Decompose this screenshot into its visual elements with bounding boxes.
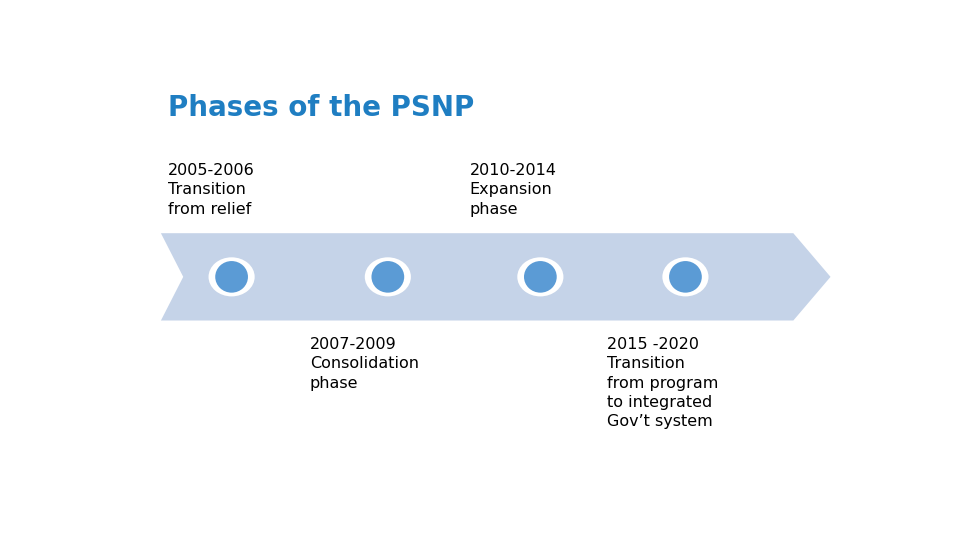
Text: 2007-2009
Consolidation
phase: 2007-2009 Consolidation phase <box>310 337 419 390</box>
Polygon shape <box>161 233 830 321</box>
Ellipse shape <box>372 261 404 293</box>
Ellipse shape <box>517 258 564 296</box>
Text: 2005-2006
Transition
from relief: 2005-2006 Transition from relief <box>168 163 255 217</box>
Ellipse shape <box>524 261 557 293</box>
Ellipse shape <box>215 261 248 293</box>
Ellipse shape <box>662 258 708 296</box>
Ellipse shape <box>208 258 254 296</box>
Text: 2015 -2020
Transition
from program
to integrated
Gov’t system: 2015 -2020 Transition from program to in… <box>608 337 719 429</box>
Text: 2010-2014
Expansion
phase: 2010-2014 Expansion phase <box>469 163 557 217</box>
Ellipse shape <box>365 258 411 296</box>
Text: Phases of the PSNP: Phases of the PSNP <box>168 94 474 122</box>
Ellipse shape <box>669 261 702 293</box>
